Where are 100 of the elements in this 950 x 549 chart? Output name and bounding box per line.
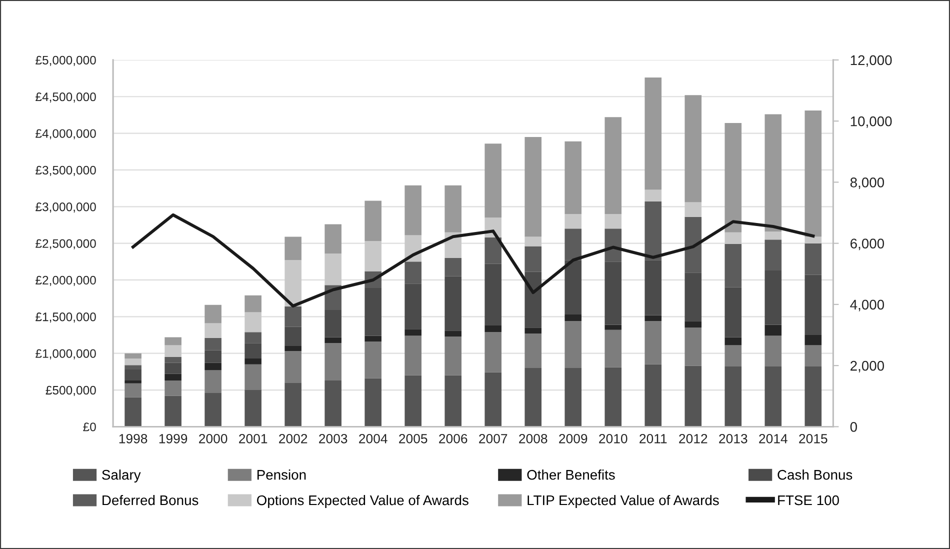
bar xyxy=(524,246,542,272)
bar xyxy=(724,345,742,367)
bar xyxy=(204,362,222,370)
bar xyxy=(244,343,262,358)
bar xyxy=(604,214,622,229)
bar xyxy=(484,237,502,264)
bar xyxy=(164,374,182,380)
bar xyxy=(244,332,262,344)
bar xyxy=(244,364,262,390)
bar xyxy=(484,144,502,218)
x-tick-label: 2003 xyxy=(319,434,348,444)
bar xyxy=(164,345,182,358)
bar xyxy=(364,288,382,336)
bar xyxy=(164,357,182,363)
y2-tick-label: 2,000 xyxy=(850,360,884,372)
bar xyxy=(724,337,742,346)
bar xyxy=(804,335,822,346)
bar xyxy=(604,330,622,368)
bar xyxy=(444,276,462,331)
y-tick-label: £3,500,000 xyxy=(36,166,96,176)
y2-tick-label: 0 xyxy=(850,422,857,432)
bar xyxy=(484,264,502,326)
x-tick-label: 2001 xyxy=(239,434,268,444)
bar xyxy=(124,365,142,370)
bar xyxy=(604,324,622,330)
bar xyxy=(604,367,622,427)
bar xyxy=(124,358,142,366)
x-tick-label: 2012 xyxy=(679,434,708,444)
x-tick-label: 1998 xyxy=(119,434,148,444)
y-tick-label: £0 xyxy=(83,422,96,432)
bar xyxy=(804,110,822,237)
bar xyxy=(324,224,342,254)
bar xyxy=(204,338,222,350)
bar xyxy=(124,397,142,427)
legend-label: LTIP Expected Value of Awards xyxy=(528,494,719,508)
bar xyxy=(204,323,222,338)
bar xyxy=(324,310,342,338)
bar xyxy=(244,358,262,364)
bar xyxy=(684,328,702,366)
bar xyxy=(564,228,582,260)
bar xyxy=(684,216,702,273)
bar xyxy=(684,272,702,322)
bar xyxy=(204,392,222,427)
bar xyxy=(484,325,502,332)
y-tick-label: £3,000,000 xyxy=(36,202,96,213)
bar xyxy=(804,236,822,244)
bar xyxy=(324,380,342,427)
bar xyxy=(644,364,662,427)
bar xyxy=(524,334,542,368)
x-tick-label: 2013 xyxy=(719,434,748,444)
bar xyxy=(764,240,782,270)
legend-label: Deferred Bonus xyxy=(102,494,198,506)
bar xyxy=(644,315,662,322)
bar xyxy=(604,117,622,214)
bar xyxy=(644,321,662,364)
bar xyxy=(604,228,622,262)
bar xyxy=(564,314,582,322)
bar xyxy=(244,312,262,332)
bar xyxy=(324,337,342,344)
y-tick-label: £4,500,000 xyxy=(36,92,96,103)
bar xyxy=(404,336,422,376)
x-tick-label: 2015 xyxy=(799,434,828,444)
legend-label: Pension xyxy=(257,470,306,480)
bar xyxy=(564,368,582,427)
legend-label: Other Benefits xyxy=(527,470,615,480)
y2-tick-label: 6,000 xyxy=(850,238,884,250)
bar xyxy=(684,321,702,328)
bar xyxy=(244,390,262,427)
bar xyxy=(764,324,782,336)
bar xyxy=(444,258,462,276)
bar xyxy=(164,337,182,346)
bar xyxy=(684,202,702,217)
bar xyxy=(284,260,302,306)
x-tick-label: 2008 xyxy=(519,434,548,444)
bar xyxy=(324,254,342,286)
bar xyxy=(444,375,462,427)
bar xyxy=(324,343,342,380)
bar xyxy=(364,378,382,427)
bar xyxy=(484,332,502,372)
y2-tick-label: 12,000 xyxy=(850,55,892,67)
bar xyxy=(284,382,302,427)
bar xyxy=(204,304,222,324)
bar xyxy=(724,366,742,427)
bar xyxy=(524,328,542,334)
x-tick-label: 2011 xyxy=(640,434,667,444)
bar xyxy=(724,123,742,232)
x-tick-label: 2005 xyxy=(399,434,428,444)
bar xyxy=(644,260,662,316)
x-tick-label: 2009 xyxy=(559,434,588,444)
x-tick-label: 2010 xyxy=(599,434,628,444)
legend-label: Options Expected Value of Awards xyxy=(257,494,468,508)
x-tick-label: 2007 xyxy=(479,434,508,444)
y-tick-label: £5,000,000 xyxy=(36,56,96,66)
bar xyxy=(524,272,542,328)
y2-tick-label: 4,000 xyxy=(850,300,884,312)
bar xyxy=(284,236,302,260)
bar xyxy=(124,380,142,384)
bar xyxy=(164,362,182,374)
y-tick-label: £4,000,000 xyxy=(36,129,96,140)
bar xyxy=(724,244,742,288)
